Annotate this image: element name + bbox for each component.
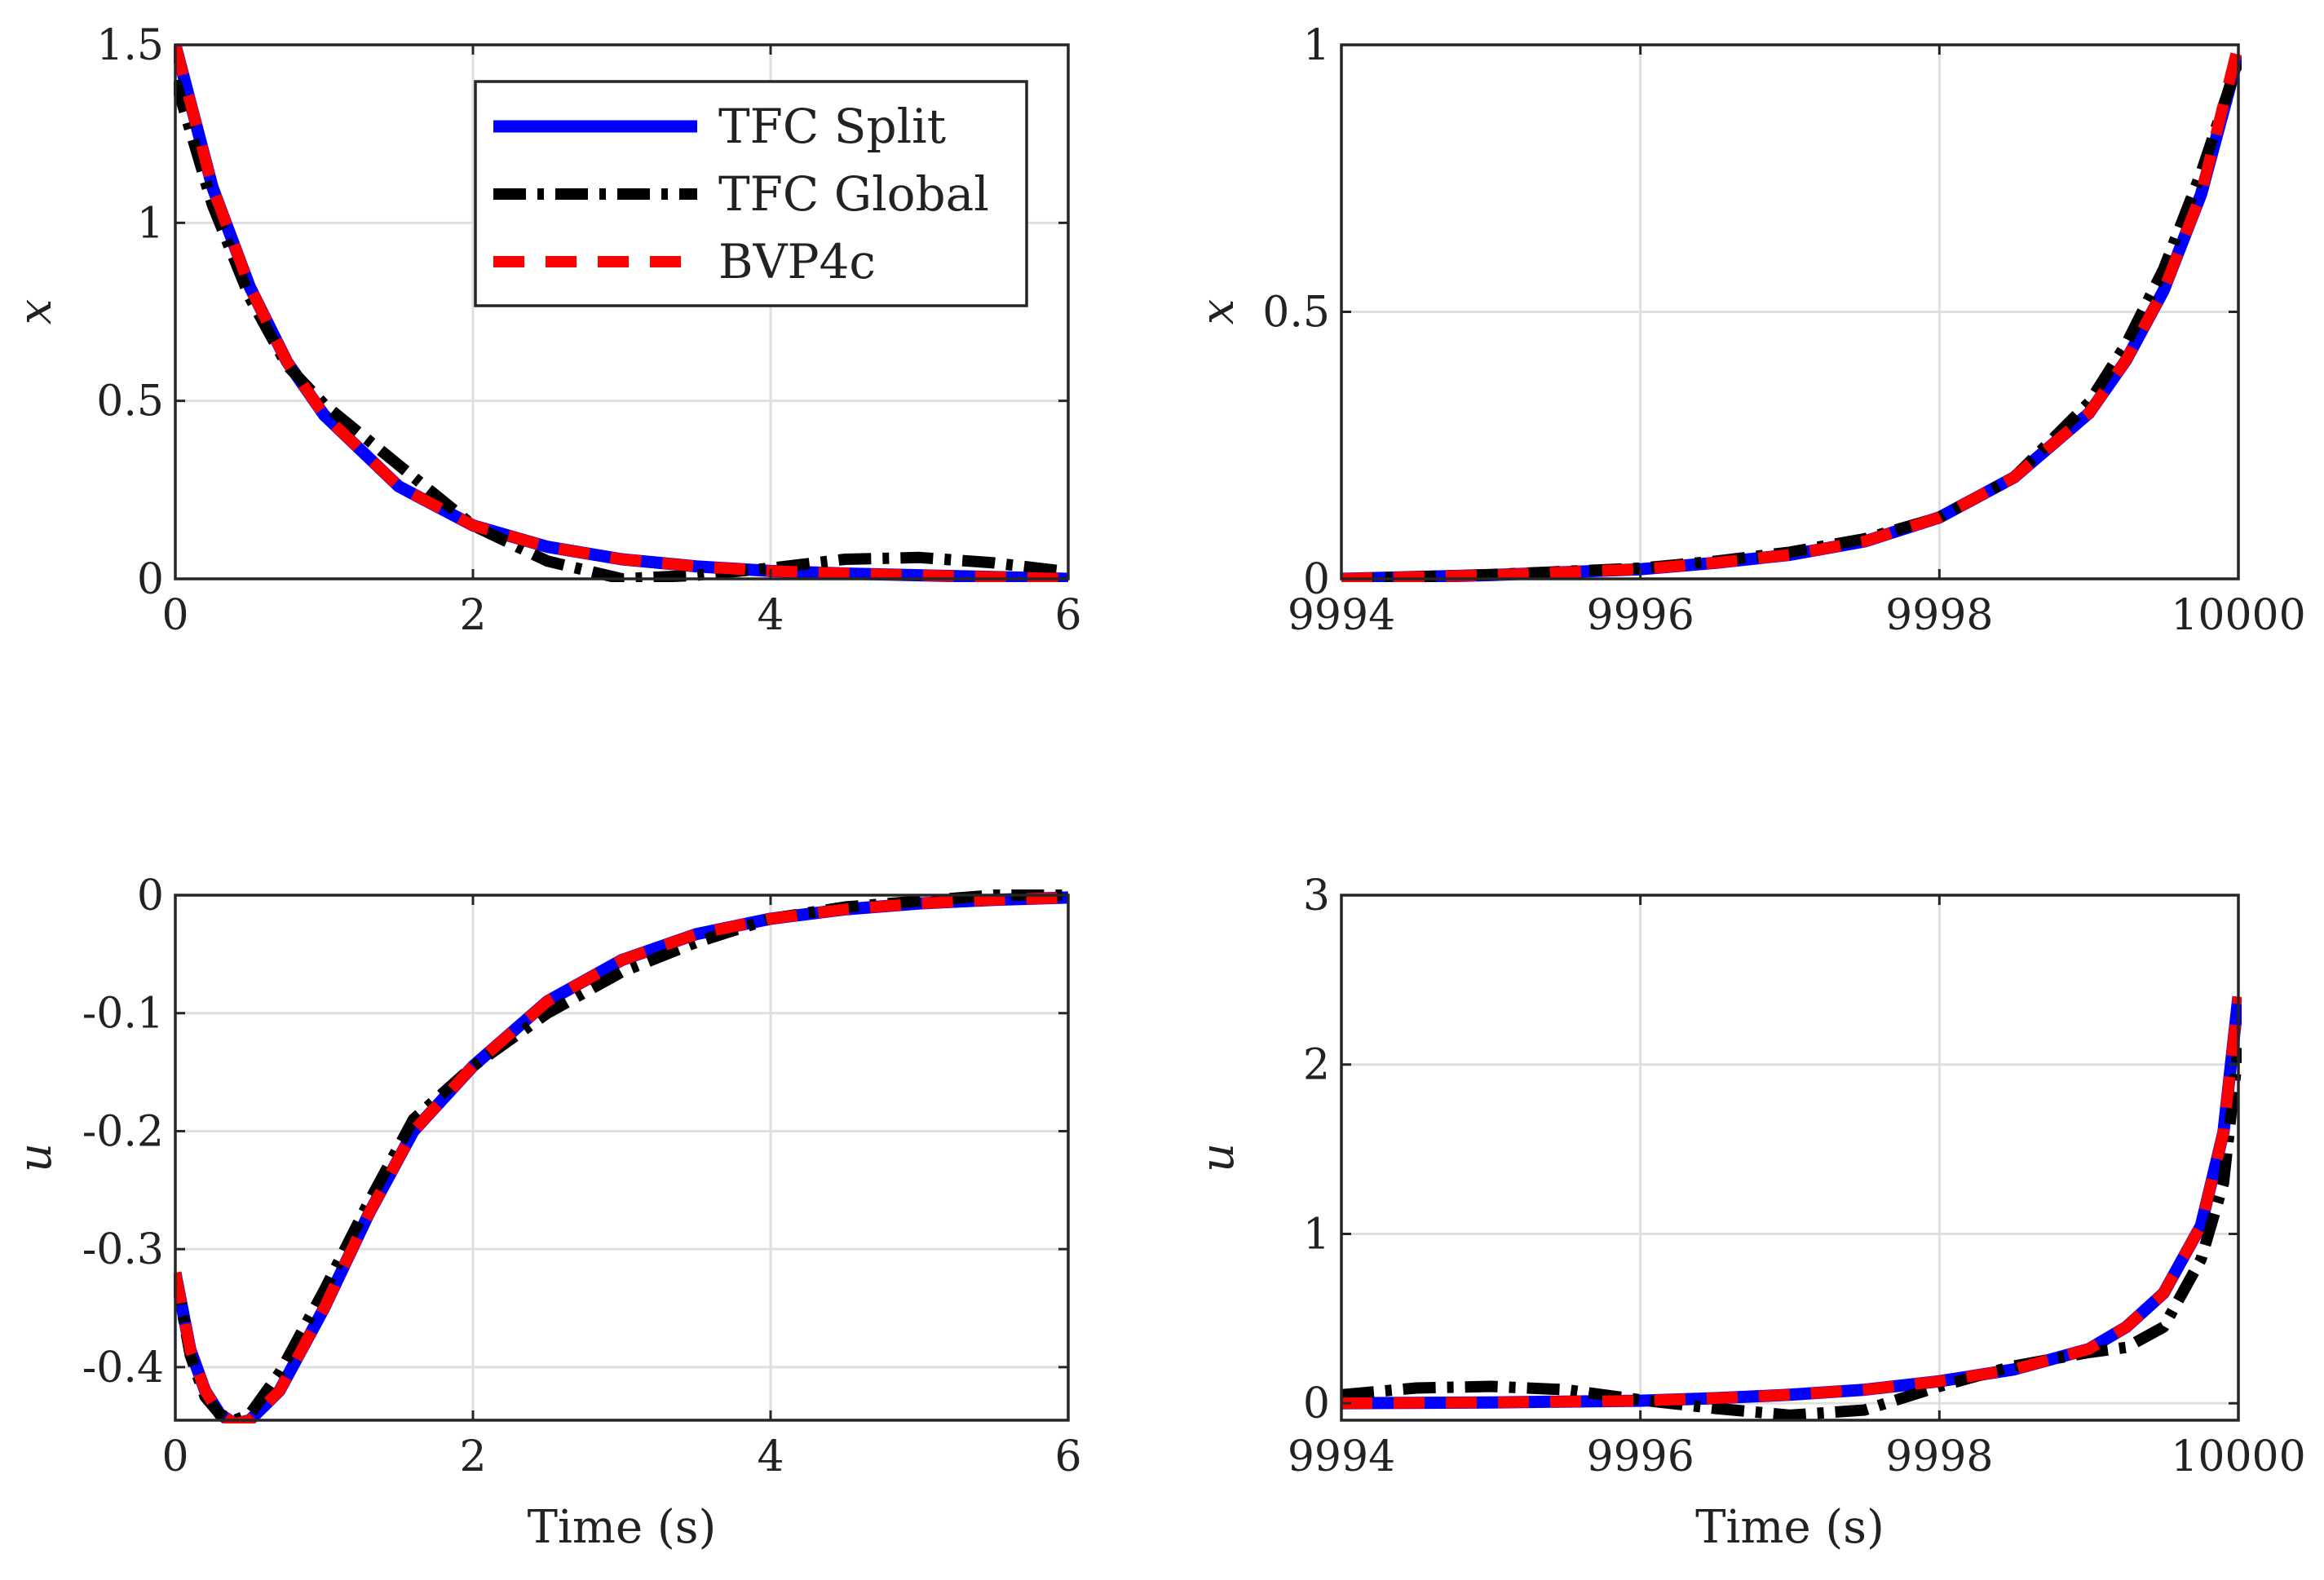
series-line-bvp4c xyxy=(174,891,1069,1423)
series-line-bvp4c xyxy=(1341,995,2242,1410)
x-axis-label: Time (s) xyxy=(1695,1501,1884,1554)
x-tick-label: 10000 xyxy=(2171,1432,2305,1481)
axes-frame xyxy=(174,43,1070,580)
panel-u-late: 9994 9996 9998 10000 0 1 2 3 u Time (s) xyxy=(1191,872,2306,1554)
x-tick-label: 6 xyxy=(1054,591,1081,640)
panel-u-early: 0 2 4 6 -0.4 -0.3 -0.2 -0.1 0 u Time (s) xyxy=(9,872,1082,1554)
y-tick-label: 1 xyxy=(137,199,164,248)
x-tick-label: 10000 xyxy=(2171,591,2305,640)
legend-label-bvp4c: BVP4c xyxy=(718,234,876,289)
series-group xyxy=(1341,995,2242,1421)
axes-background xyxy=(1341,895,2238,1420)
y-tick-label: 0 xyxy=(137,872,164,920)
x-tick-label: 2 xyxy=(459,1432,486,1481)
series-line-bvp4c xyxy=(1341,43,2242,582)
series-group xyxy=(174,43,1069,582)
y-axis-label: x xyxy=(1191,299,1244,325)
y-tick-label: 1.5 xyxy=(96,21,164,70)
y-tick-label: 1 xyxy=(1303,21,1330,70)
y-tick-label: 3 xyxy=(1303,872,1330,920)
axes-background xyxy=(175,895,1068,1420)
x-tick-label: 6 xyxy=(1054,1432,1081,1481)
y-tick-label: 1 xyxy=(1303,1210,1330,1259)
y-axis-label: u xyxy=(1191,1143,1244,1172)
y-tick-label: -0.4 xyxy=(82,1344,164,1392)
series-line-tfc-global xyxy=(1341,1047,2242,1421)
legend-label-tfc-global: TFC Global xyxy=(718,166,989,222)
series-group xyxy=(174,889,1069,1423)
y-axis-label: x xyxy=(9,299,62,325)
axes-frame xyxy=(1340,894,2240,1422)
x-tick-label: 9998 xyxy=(1885,1432,1993,1481)
axes-frame xyxy=(174,894,1070,1422)
x-axis-label: Time (s) xyxy=(528,1501,717,1554)
x-tick-label: 4 xyxy=(757,1432,784,1481)
y-tick-label: 0.5 xyxy=(96,377,164,426)
y-axis-label: u xyxy=(9,1143,62,1172)
x-tick-label: 9994 xyxy=(1288,591,1395,640)
y-tick-label: -0.3 xyxy=(82,1225,164,1274)
x-tick-label: 2 xyxy=(459,591,486,640)
y-tick-label: 2 xyxy=(1303,1041,1330,1090)
x-tick-label: 0 xyxy=(161,591,188,640)
y-tick-label: 0 xyxy=(137,555,164,604)
y-tick-label: -0.2 xyxy=(82,1107,164,1156)
panel-x-early: 0 2 4 6 0 0.5 1 1.5 x TFC Split TFC Global BVP4c xyxy=(9,21,1082,640)
series-line-bvp4c xyxy=(174,43,1069,582)
y-tick-label: 0.5 xyxy=(1262,289,1330,338)
y-tick-label: -0.1 xyxy=(82,990,164,1039)
y-tick-label: 0 xyxy=(1303,555,1330,604)
x-tick-label: 9994 xyxy=(1288,1432,1395,1481)
legend-label-tfc-split: TFC Split xyxy=(718,99,946,154)
x-tick-label: 0 xyxy=(161,1432,188,1481)
legend: TFC Split TFC Global BVP4c xyxy=(474,80,1028,307)
x-tick-label: 9998 xyxy=(1885,591,1993,640)
y-tick-label: 0 xyxy=(1303,1379,1330,1428)
x-tick-label: 9996 xyxy=(1586,1432,1694,1481)
x-tick-label: 9996 xyxy=(1586,591,1694,640)
x-tick-label: 4 xyxy=(757,591,784,640)
panel-x-late: 9994 9996 9998 10000 0 0.5 1 x xyxy=(1191,21,2306,640)
